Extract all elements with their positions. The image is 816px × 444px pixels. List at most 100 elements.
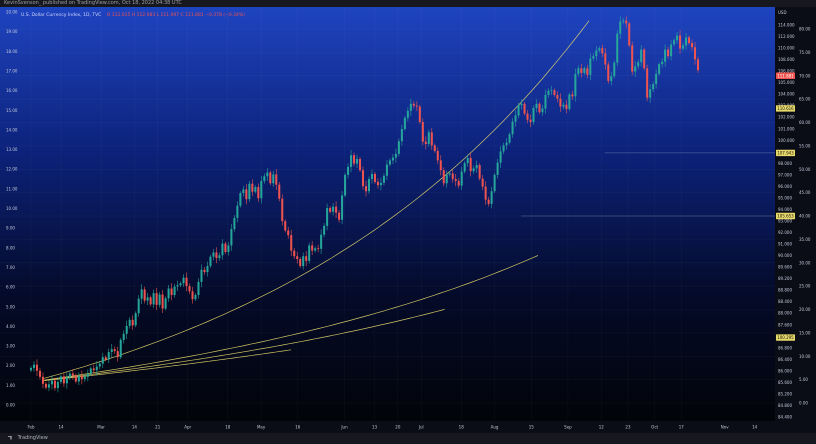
time-axis[interactable]: Feb 14 Mar 14 21 Apr 18 May 16 Jun 13 20 Jul 18 Aug 15 S… — [27, 425, 757, 430]
candle-up — [397, 138, 400, 157]
left-axis-tick-label: 20.00 — [6, 10, 18, 15]
candle-body — [122, 333, 125, 340]
candle-body — [41, 376, 44, 384]
candle-body — [664, 49, 667, 62]
candle-body — [676, 35, 679, 41]
time-axis-label: 20 — [395, 425, 401, 430]
price-chart[interactable]: 20.00 19.00 18.00 17.00 16.00 15.00 14.00 13.00… — [0, 7, 816, 433]
candle-body — [496, 162, 499, 175]
candle-up — [101, 352, 104, 369]
candle-up — [589, 53, 592, 81]
candle-up — [242, 185, 245, 197]
candle-up — [347, 163, 350, 179]
candle-down — [299, 257, 302, 268]
candle-down — [693, 41, 697, 65]
candle-body — [320, 234, 323, 249]
price-labels: 111.881 110.616 107.943 105.653 100.295 — [776, 72, 795, 341]
candle-up — [460, 167, 463, 191]
candle-down — [203, 267, 206, 275]
candle-body — [559, 98, 562, 107]
candle-up — [685, 33, 688, 50]
candle-body — [691, 43, 694, 48]
candle-down — [269, 170, 272, 186]
candle-body — [693, 47, 697, 60]
candle-body — [436, 151, 439, 161]
candle-body — [83, 376, 86, 380]
candle-body — [116, 351, 119, 358]
candle-body — [242, 189, 245, 194]
time-axis-label: 14 — [752, 425, 758, 430]
time-axis-label: 14 — [132, 425, 138, 430]
candle-body — [577, 68, 580, 74]
percent-axis[interactable]: 80.00 75.00 70.00 65.00 60.00 55.00 50.00 45.00… — [799, 27, 811, 406]
left-axis: 20.00 19.00 18.00 17.00 16.00 15.00 14.00 13.00… — [6, 10, 18, 408]
right-axis-tick-label: 88.000 — [778, 311, 792, 316]
candle-body — [56, 381, 59, 389]
candle-body — [176, 285, 179, 287]
candle-up — [212, 248, 215, 261]
candle-body — [412, 103, 415, 106]
candle-body — [445, 174, 448, 184]
candle-body — [457, 180, 460, 186]
candle-up — [122, 330, 125, 344]
candle-body — [649, 89, 652, 98]
candle-up — [248, 181, 251, 202]
left-axis-tick-label: 14.00 — [6, 127, 18, 132]
time-axis-label: Sep — [564, 425, 572, 430]
candle-body — [502, 145, 505, 152]
candle-body — [254, 187, 257, 192]
candle-down — [415, 101, 418, 111]
candle-up — [272, 170, 275, 187]
candle-down — [284, 219, 287, 233]
candle-down — [418, 104, 421, 124]
candle-body — [140, 289, 143, 299]
candle-up — [260, 175, 263, 204]
candle-up — [227, 241, 230, 256]
right-axis-tick-label: 86.800 — [778, 345, 792, 350]
candle-up — [266, 168, 269, 181]
candle-up — [128, 317, 131, 329]
time-axis-background[interactable] — [0, 421, 775, 433]
candle-down — [580, 63, 583, 78]
candle-up — [239, 191, 242, 208]
candle-body — [418, 106, 421, 123]
candle-up — [655, 69, 658, 89]
candle-body — [628, 23, 631, 46]
candle-body — [523, 103, 526, 114]
candle-body — [215, 252, 218, 259]
candle-body — [164, 298, 167, 309]
price-tag-label: 111.881 — [777, 73, 794, 78]
candle-body — [269, 172, 272, 184]
right-axis-tick-label: 85.200 — [778, 391, 792, 396]
candle-up — [613, 60, 616, 79]
candle-down — [436, 147, 439, 164]
right-axis-tick-label: 86.000 — [778, 368, 792, 373]
candle-down — [484, 181, 487, 205]
candle-down — [257, 183, 260, 202]
candle-body — [508, 134, 511, 143]
candle-down — [529, 114, 532, 128]
candle-body — [634, 66, 637, 72]
candle-down — [161, 290, 164, 313]
candle-down — [53, 377, 56, 391]
left-axis-tick-label: 10.00 — [6, 206, 18, 211]
candle-body — [266, 172, 269, 177]
candle-body — [568, 94, 571, 109]
candle-up — [610, 71, 613, 86]
percent-axis-tick-label: 30.00 — [799, 260, 811, 265]
candle-body — [487, 199, 490, 204]
candle-body — [173, 286, 176, 296]
candle-up — [344, 172, 347, 198]
time-axis-label: 13 — [372, 425, 378, 430]
candle-body — [619, 21, 622, 34]
candle-body — [317, 248, 320, 250]
candle-up — [673, 38, 676, 47]
left-axis-tick-label: 2.00 — [6, 363, 15, 368]
candle-up — [652, 81, 655, 93]
candle-up — [65, 372, 68, 389]
candle-body — [194, 295, 197, 300]
candle-down — [565, 100, 568, 114]
time-axis-label: Nov — [721, 425, 729, 430]
candle-up — [119, 338, 122, 360]
left-axis-tick-label: 4.00 — [6, 324, 15, 329]
